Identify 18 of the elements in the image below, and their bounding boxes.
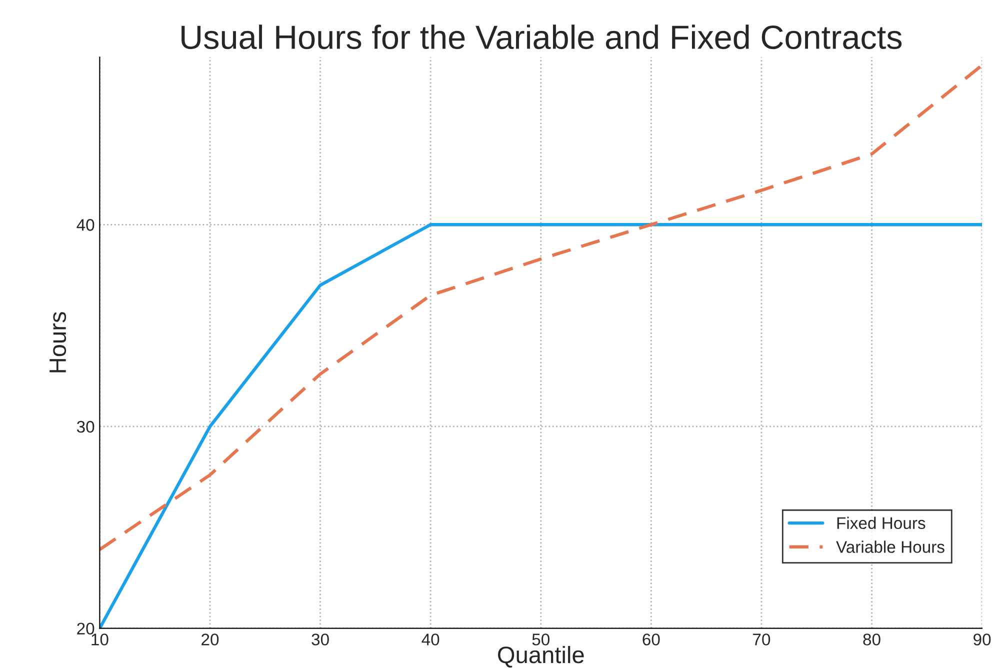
x-tick-label: 30	[312, 634, 329, 646]
y-tick-label: 30	[76, 420, 94, 433]
x-tick-label: 50	[532, 634, 550, 646]
legend-label: Variable Hours	[836, 540, 944, 553]
y-tick-label: 40	[76, 219, 94, 231]
x-tick-label: 20	[202, 634, 219, 646]
x-tick-label: 60	[642, 634, 660, 646]
legend-label: Fixed Hours	[837, 516, 926, 530]
y-axis-title: Hours	[50, 312, 66, 372]
x-tick-label: 10	[92, 634, 108, 646]
y-tick-label: 20	[77, 622, 94, 635]
chart-title: Usual Hours for the Variable and Fixed Contracts	[182, 24, 902, 50]
x-tick-label: 90	[974, 634, 991, 646]
line-series	[100, 64, 982, 552]
x-axis-title: Quantile	[498, 646, 584, 668]
x-tick-label: 70	[753, 634, 770, 646]
x-tick-label: 40	[422, 634, 440, 646]
x-tick-label: 80	[863, 634, 880, 646]
